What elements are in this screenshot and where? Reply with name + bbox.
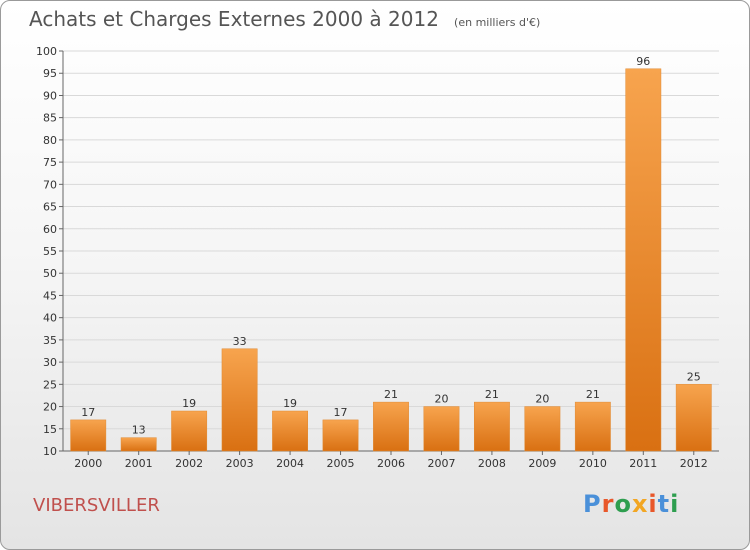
data-label-2008: 21 xyxy=(485,388,499,401)
x-tick-label-2011: 2011 xyxy=(629,457,657,470)
data-label-2005: 17 xyxy=(334,406,348,419)
y-tick-label: 55 xyxy=(43,245,57,258)
bar-2004 xyxy=(272,410,308,452)
logo-letter: o xyxy=(614,490,632,518)
bar-2009 xyxy=(524,406,561,452)
bar-2002 xyxy=(171,410,208,452)
logo-letter: x xyxy=(631,490,649,518)
x-tick-label-2001: 2001 xyxy=(125,457,153,470)
bar-2012 xyxy=(675,384,712,452)
y-tick-label: 45 xyxy=(43,289,57,302)
data-label-2000: 17 xyxy=(81,406,95,419)
data-label-2011: 96 xyxy=(636,55,650,68)
x-tick-label-2009: 2009 xyxy=(528,457,556,470)
x-tick-label-2004: 2004 xyxy=(276,457,304,470)
x-tick-label-2008: 2008 xyxy=(478,457,506,470)
chart-header: Achats et Charges Externes 2000 à 2012 (… xyxy=(29,7,540,31)
y-tick-label: 50 xyxy=(43,267,57,280)
chart-title: Achats et Charges Externes 2000 à 2012 xyxy=(29,7,439,31)
x-tick-label-2005: 2005 xyxy=(327,457,355,470)
y-tick-label: 10 xyxy=(43,445,57,458)
bar-2003 xyxy=(221,348,258,452)
x-tick-label-2012: 2012 xyxy=(680,457,708,470)
data-label-2007: 20 xyxy=(434,393,448,406)
data-label-2001: 13 xyxy=(132,424,146,437)
bar-2008 xyxy=(474,401,510,452)
proxiti-logo: Proxiti xyxy=(583,490,679,518)
data-label-2002: 19 xyxy=(182,397,196,410)
data-label-2012: 25 xyxy=(687,370,701,383)
data-label-2010: 21 xyxy=(586,388,600,401)
y-tick-label: 75 xyxy=(43,156,57,169)
data-label-2009: 20 xyxy=(535,393,549,406)
y-tick-label: 90 xyxy=(43,89,57,102)
y-tick-label: 25 xyxy=(43,378,57,391)
bar-2005 xyxy=(322,419,359,452)
x-tick-label-2010: 2010 xyxy=(579,457,607,470)
logo-letter: r xyxy=(601,490,615,518)
bar-2011 xyxy=(625,68,662,452)
logo-letter: i xyxy=(670,490,680,518)
x-tick-label-2006: 2006 xyxy=(377,457,405,470)
y-tick-label: 70 xyxy=(43,178,57,191)
logo-letter: t xyxy=(657,490,671,518)
y-tick-label: 40 xyxy=(43,312,57,325)
commune-name: VIBERSVILLER xyxy=(33,495,160,516)
x-tick-label-2007: 2007 xyxy=(427,457,455,470)
chart-unit-note: (en milliers d'€) xyxy=(454,16,541,29)
y-tick-label: 15 xyxy=(43,423,57,436)
data-label-2004: 19 xyxy=(283,397,297,410)
y-tick-label: 30 xyxy=(43,356,57,369)
y-tick-label: 80 xyxy=(43,134,57,147)
x-tick-label-2003: 2003 xyxy=(226,457,254,470)
data-label-2003: 33 xyxy=(233,335,247,348)
logo-letter: P xyxy=(583,490,602,518)
y-tick-label: 65 xyxy=(43,201,57,214)
y-tick-label: 100 xyxy=(36,45,57,58)
y-tick-label: 35 xyxy=(43,334,57,347)
bar-2000 xyxy=(70,419,107,452)
x-tick-label-2002: 2002 xyxy=(175,457,203,470)
bar-2010 xyxy=(574,401,611,452)
data-label-2006: 21 xyxy=(384,388,398,401)
logo-letter: i xyxy=(648,490,658,518)
bar-2001 xyxy=(120,437,157,452)
x-tick-label-2000: 2000 xyxy=(74,457,102,470)
y-tick-label: 20 xyxy=(43,401,57,414)
bar-2007 xyxy=(423,406,460,452)
bar-2006 xyxy=(373,401,409,452)
y-tick-label: 95 xyxy=(43,67,57,80)
y-tick-label: 60 xyxy=(43,223,57,236)
y-tick-label: 85 xyxy=(43,112,57,125)
